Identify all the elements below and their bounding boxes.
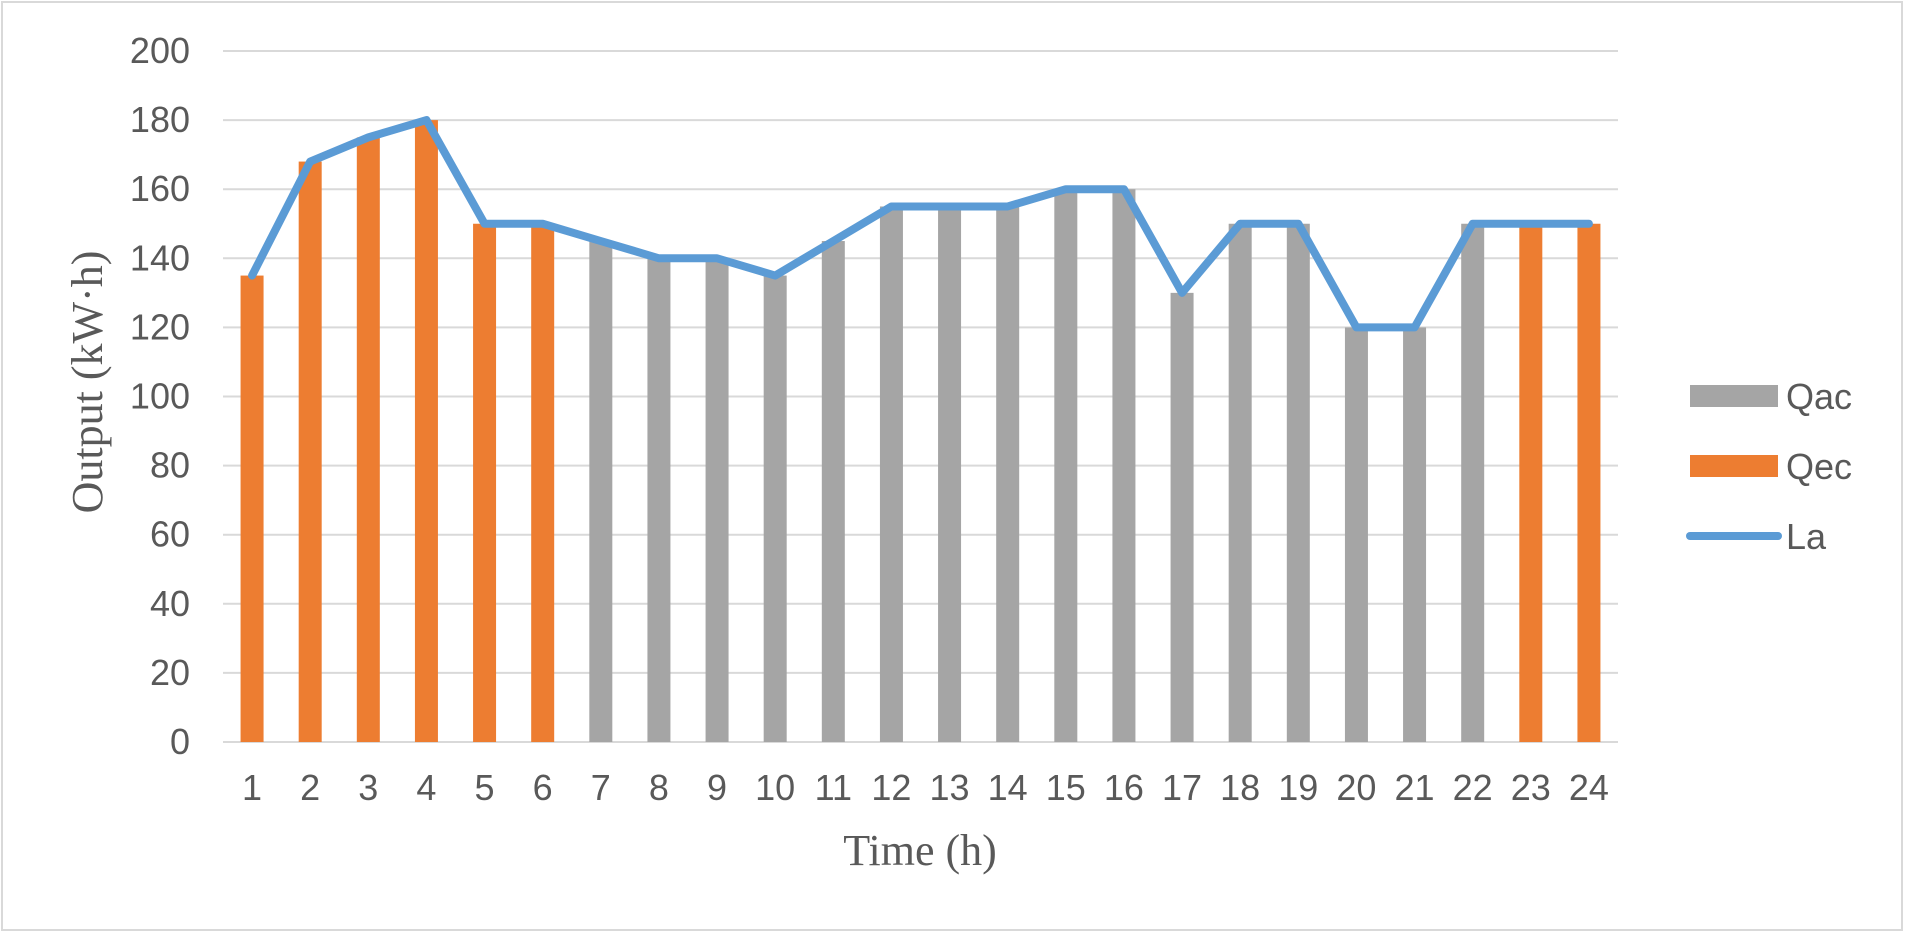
x-tick-label: 2 [300, 767, 320, 808]
x-tick-label: 24 [1569, 767, 1609, 808]
x-tick-label: 22 [1453, 767, 1493, 808]
y-tick-label: 0 [170, 721, 190, 762]
line-series [248, 116, 1593, 332]
bar-qac [1461, 223, 1485, 742]
legend-label-qac: Qac [1786, 376, 1852, 417]
bar-qac [589, 241, 613, 742]
y-tick-label: 160 [130, 168, 190, 209]
x-tick-label: 23 [1511, 767, 1551, 808]
y-tick-label: 40 [150, 583, 190, 624]
x-tick-label: 8 [649, 767, 669, 808]
bar-qac [996, 206, 1020, 743]
x-tick-label: 14 [988, 767, 1028, 808]
legend-label-la: La [1786, 516, 1827, 557]
line-la [248, 116, 1593, 332]
x-tick-label: 18 [1220, 767, 1260, 808]
x-tick-label: 7 [591, 767, 611, 808]
x-axis-title: Time (h) [843, 826, 997, 875]
bar-qac [1228, 223, 1252, 742]
x-tick-label: 16 [1104, 767, 1144, 808]
x-tick-label: 17 [1162, 767, 1202, 808]
bar-qec [414, 120, 438, 743]
bar-qac [1170, 292, 1194, 742]
bar-qec [298, 161, 322, 742]
y-axis-ticks: 0 20 40 60 80 100 120 140 160 180 200 [130, 30, 190, 762]
bar-qac [879, 206, 903, 743]
y-tick-label: 20 [150, 652, 190, 693]
bar-qac [1054, 189, 1078, 742]
x-tick-label: 19 [1278, 767, 1318, 808]
bar-qac [821, 241, 845, 742]
x-tick-label: 13 [930, 767, 970, 808]
x-tick-label: 12 [871, 767, 911, 808]
bar-qec [1577, 223, 1601, 742]
x-tick-label: 4 [416, 767, 436, 808]
bar-qec [356, 137, 380, 742]
x-tick-label: 21 [1395, 767, 1435, 808]
bar-qac [763, 275, 787, 742]
bar-qec [1519, 223, 1543, 742]
legend: Qac Qec La [1686, 376, 1852, 557]
bar-qac [1286, 223, 1310, 742]
x-tick-label: 11 [815, 767, 852, 808]
x-tick-label: 15 [1046, 767, 1086, 808]
bar-qec [473, 223, 497, 742]
x-tick-label: 5 [475, 767, 495, 808]
x-tick-label: 20 [1336, 767, 1376, 808]
x-axis-ticks: 1 2 3 4 5 6 7 8 9 10 11 12 13 14 15 16 17 18 19 20 21 22 23 24 [242, 767, 1609, 808]
bar-qac [938, 206, 962, 743]
x-tick-label: 6 [533, 767, 553, 808]
bar-qec [531, 223, 555, 742]
x-tick-label: 9 [707, 767, 727, 808]
legend-swatch-qac [1690, 385, 1778, 407]
bar-qac [1403, 327, 1427, 742]
x-tick-label: 1 [242, 767, 262, 808]
bar-qac [647, 258, 671, 742]
y-tick-label: 180 [130, 99, 190, 140]
y-axis-title: Output (kW·h) [63, 251, 112, 514]
bars [240, 120, 1601, 743]
bar-qac [1112, 189, 1136, 742]
y-tick-label: 60 [150, 514, 190, 555]
bar-qac [1344, 327, 1368, 742]
bar-qec [240, 275, 264, 742]
y-tick-label: 80 [150, 445, 190, 486]
legend-label-qec: Qec [1786, 446, 1852, 487]
legend-swatch-qec [1690, 455, 1778, 477]
y-tick-label: 140 [130, 237, 190, 278]
x-tick-label: 10 [755, 767, 795, 808]
x-tick-label: 3 [358, 767, 378, 808]
y-tick-label: 100 [130, 376, 190, 417]
y-tick-label: 120 [130, 306, 190, 347]
bar-qac [705, 258, 729, 742]
y-tick-label: 200 [130, 30, 190, 71]
